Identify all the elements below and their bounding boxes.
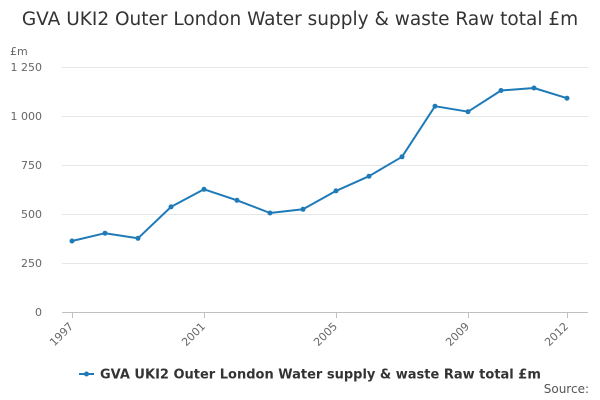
data-point[interactable]: [201, 186, 207, 192]
data-point[interactable]: [135, 235, 141, 241]
y-tick-label: 1 000: [11, 110, 43, 123]
legend-label: GVA UKI2 Outer London Water supply & was…: [100, 368, 541, 383]
gridlines: [62, 67, 588, 313]
chart-title: GVA UKI2 Outer London Water supply & was…: [21, 9, 579, 30]
data-point[interactable]: [168, 204, 174, 210]
y-tick-label: 250: [21, 257, 42, 270]
y-axis: 0 250 500 750 1 000 1 250: [11, 61, 43, 319]
y-tick-label: 500: [21, 208, 42, 221]
y-tick-label: 1 250: [11, 61, 43, 74]
data-point[interactable]: [333, 188, 339, 194]
y-tick-label: 0: [35, 306, 42, 319]
data-point[interactable]: [564, 95, 570, 101]
data-point[interactable]: [234, 197, 240, 203]
source-label[interactable]: Source:: [544, 382, 589, 396]
data-point[interactable]: [531, 85, 537, 91]
x-tick-label: 2005: [311, 320, 340, 349]
series-line: [71, 87, 568, 242]
y-tick-label: 750: [21, 159, 42, 172]
data-point[interactable]: [366, 173, 372, 179]
x-tick-label: 2001: [179, 320, 208, 349]
legend[interactable]: GVA UKI2 Outer London Water supply & was…: [79, 368, 541, 383]
data-point[interactable]: [432, 103, 438, 109]
data-point[interactable]: [465, 109, 471, 115]
x-tick-label: 2012: [542, 320, 571, 349]
data-point[interactable]: [300, 206, 306, 212]
x-axis: 1997 2001 2005 2009 2012: [47, 312, 571, 349]
data-point[interactable]: [498, 88, 504, 93]
series-layer: [69, 85, 570, 244]
y-axis-unit-label: £m: [10, 45, 28, 58]
data-point[interactable]: [399, 154, 405, 160]
x-tick-label: 2009: [443, 320, 472, 349]
data-point[interactable]: [102, 230, 108, 236]
data-point[interactable]: [267, 210, 273, 216]
x-tick-label: 1997: [47, 320, 76, 349]
data-point[interactable]: [69, 238, 75, 244]
legend-point-marker: [84, 371, 89, 377]
